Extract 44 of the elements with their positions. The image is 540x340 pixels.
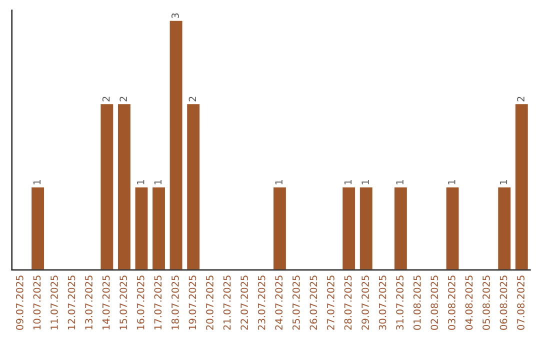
x-tick-label: 26.07.2025 (310, 276, 318, 330)
data-label: 1 (344, 180, 352, 184)
x-tick-label: 15.07.2025 (120, 276, 128, 330)
x-tick-label: 22.07.2025 (240, 276, 248, 330)
data-label: 1 (362, 180, 369, 184)
data-label: 1 (137, 180, 144, 184)
data-label: 1 (154, 180, 162, 184)
x-tick-label: 31.07.2025 (396, 276, 404, 330)
data-label: 3 (172, 13, 179, 18)
data-label: 2 (120, 96, 127, 102)
x-tick-label: 02.08.2025 (430, 276, 438, 330)
x-tick-label: 27.07.2025 (327, 276, 334, 330)
x-tick-label: 04.08.2025 (465, 276, 473, 330)
x-tick-label: 05.08.2025 (482, 276, 490, 330)
x-tick-label: 25.07.2025 (292, 276, 300, 330)
x-tick-label: 17.07.2025 (154, 276, 162, 330)
data-label: 1 (500, 180, 508, 184)
x-tick-label: 09.07.2025 (16, 276, 24, 330)
data-label: 1 (33, 180, 40, 184)
x-tick-label: 16.07.2025 (136, 276, 144, 330)
x-tick-label: 10.07.2025 (33, 276, 41, 330)
x-tick-label: 20.07.2025 (206, 276, 214, 330)
x-tick-label: 23.07.2025 (258, 276, 266, 330)
x-tick-label: 03.08.2025 (448, 276, 456, 330)
x-tick-label: 07.08.2025 (517, 276, 524, 330)
x-tick-label: 14.07.2025 (102, 276, 110, 330)
data-label: 2 (517, 96, 524, 102)
data-label: 2 (188, 96, 196, 102)
x-tick-label: 01.08.2025 (413, 276, 421, 330)
x-tick-label: 24.07.2025 (275, 276, 283, 330)
data-label: 1 (275, 180, 282, 184)
x-tick-label: 21.07.2025 (223, 276, 231, 330)
x-tick-label: 12.07.2025 (68, 276, 76, 330)
x-tick-label: 11.07.2025 (50, 276, 58, 330)
x-tick-label: 29.07.2025 (362, 276, 369, 330)
x-tick-label: 06.08.2025 (500, 276, 508, 330)
data-label: 1 (448, 180, 456, 184)
x-tick-label: 28.07.2025 (344, 276, 352, 330)
data-label: 1 (396, 180, 404, 184)
data-label: 2 (102, 96, 110, 102)
x-tick-label: 19.07.2025 (188, 276, 196, 330)
x-tick-label: 13.07.2025 (85, 276, 92, 330)
x-tick-label: 30.07.2025 (378, 276, 386, 330)
x-tick-label: 18.07.2025 (172, 276, 179, 330)
